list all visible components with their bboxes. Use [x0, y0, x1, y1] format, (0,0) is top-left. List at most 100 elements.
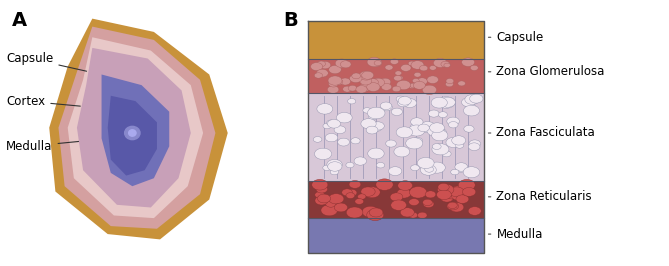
Circle shape: [462, 98, 475, 107]
Circle shape: [401, 64, 411, 71]
Circle shape: [455, 163, 468, 171]
Circle shape: [313, 136, 322, 142]
Circle shape: [417, 157, 434, 169]
Circle shape: [397, 99, 409, 107]
Circle shape: [438, 97, 455, 108]
Circle shape: [356, 86, 367, 93]
Circle shape: [427, 76, 438, 84]
Circle shape: [414, 72, 421, 77]
Circle shape: [408, 125, 425, 136]
Circle shape: [419, 65, 428, 71]
Circle shape: [310, 63, 322, 70]
Circle shape: [441, 61, 450, 67]
Circle shape: [391, 108, 403, 115]
Circle shape: [417, 78, 427, 85]
Circle shape: [447, 202, 458, 210]
Circle shape: [450, 202, 464, 212]
Circle shape: [348, 99, 356, 104]
Circle shape: [451, 186, 466, 195]
Circle shape: [335, 65, 342, 69]
Circle shape: [320, 61, 330, 69]
Text: B: B: [284, 11, 298, 30]
Circle shape: [367, 209, 384, 221]
Circle shape: [337, 113, 352, 123]
Circle shape: [379, 78, 391, 86]
Circle shape: [397, 189, 411, 198]
Circle shape: [427, 125, 444, 136]
Circle shape: [367, 107, 385, 119]
Circle shape: [328, 119, 341, 128]
Circle shape: [327, 86, 339, 93]
Circle shape: [124, 126, 140, 140]
Circle shape: [456, 195, 469, 203]
Circle shape: [333, 79, 343, 85]
Circle shape: [316, 185, 328, 193]
Circle shape: [368, 148, 384, 159]
PathPatch shape: [308, 218, 484, 253]
Circle shape: [458, 180, 475, 191]
Circle shape: [444, 63, 450, 67]
Circle shape: [314, 73, 322, 78]
Circle shape: [429, 162, 446, 173]
Circle shape: [420, 165, 436, 175]
Circle shape: [381, 84, 391, 90]
Circle shape: [406, 138, 423, 149]
Circle shape: [409, 212, 417, 218]
Circle shape: [411, 118, 423, 126]
Circle shape: [464, 105, 480, 116]
Circle shape: [362, 71, 374, 79]
PathPatch shape: [77, 48, 191, 207]
Circle shape: [429, 123, 444, 133]
Circle shape: [450, 187, 464, 197]
Circle shape: [470, 65, 478, 70]
Circle shape: [318, 194, 330, 203]
Circle shape: [326, 200, 336, 207]
Circle shape: [369, 208, 383, 217]
Circle shape: [325, 134, 338, 142]
Circle shape: [438, 183, 449, 191]
Circle shape: [361, 187, 375, 196]
Text: Medulla: Medulla: [488, 228, 543, 240]
Circle shape: [422, 85, 437, 94]
Circle shape: [397, 76, 403, 80]
Circle shape: [463, 167, 480, 178]
Circle shape: [396, 127, 413, 138]
Circle shape: [464, 125, 474, 132]
Circle shape: [355, 198, 364, 204]
Circle shape: [328, 81, 339, 87]
Circle shape: [434, 128, 447, 136]
Circle shape: [462, 58, 474, 66]
Circle shape: [394, 146, 410, 157]
Circle shape: [398, 181, 413, 190]
Circle shape: [447, 117, 460, 126]
Circle shape: [432, 144, 449, 155]
Circle shape: [347, 189, 357, 196]
Circle shape: [367, 57, 381, 67]
Circle shape: [352, 73, 361, 79]
Circle shape: [412, 78, 419, 83]
Circle shape: [425, 166, 434, 172]
Circle shape: [451, 169, 459, 175]
Circle shape: [455, 192, 466, 199]
Circle shape: [347, 207, 363, 218]
Circle shape: [327, 159, 343, 170]
Circle shape: [342, 189, 353, 196]
Circle shape: [315, 192, 324, 198]
Circle shape: [316, 69, 328, 77]
PathPatch shape: [68, 37, 203, 218]
Circle shape: [397, 80, 411, 90]
Circle shape: [452, 136, 466, 145]
Circle shape: [412, 137, 423, 144]
Circle shape: [446, 190, 459, 199]
Circle shape: [370, 59, 382, 67]
Circle shape: [346, 162, 354, 168]
Circle shape: [432, 144, 441, 149]
Circle shape: [374, 61, 381, 65]
Circle shape: [369, 114, 377, 120]
Circle shape: [391, 200, 407, 210]
Circle shape: [446, 78, 454, 84]
Circle shape: [411, 165, 419, 171]
Circle shape: [396, 96, 405, 102]
Circle shape: [410, 124, 419, 129]
Circle shape: [389, 167, 402, 176]
